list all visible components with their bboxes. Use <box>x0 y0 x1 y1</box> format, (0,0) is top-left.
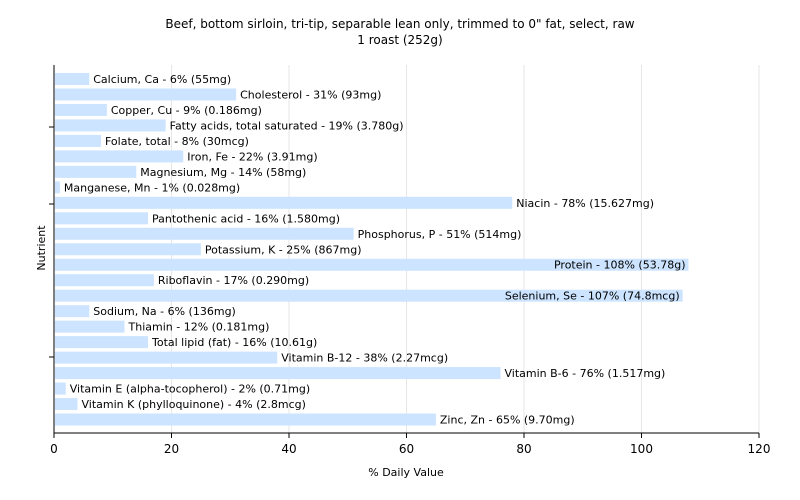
bar <box>55 103 107 116</box>
x-tick-label: 20 <box>164 442 179 456</box>
bar <box>55 196 513 209</box>
bar-label: Sodium, Na - 6% (136mg) <box>93 305 236 318</box>
y-axis-title: Nutrient <box>35 225 48 271</box>
bar-label: Zinc, Zn - 65% (9.70mg) <box>440 414 575 427</box>
bar-label: Cholesterol - 31% (93mg) <box>240 88 381 101</box>
bar <box>55 212 148 225</box>
bar-label: Folate, total - 8% (30mcg) <box>105 135 249 148</box>
chart-subtitle: 1 roast (252g) <box>357 33 443 47</box>
bar-label: Phosphorus, P - 51% (514mg) <box>358 228 522 241</box>
bar <box>55 336 148 349</box>
bar <box>55 88 237 101</box>
bar-label: Vitamin E (alpha-tocopherol) - 2% (0.71m… <box>70 383 310 396</box>
bar-label: Calcium, Ca - 6% (55mg) <box>93 73 231 86</box>
x-tick-label: 100 <box>630 442 653 456</box>
chart-title-main: Beef, bottom sirloin, tri-tip, separable… <box>165 17 635 31</box>
bar <box>55 165 137 178</box>
bar-label: Selenium, Se - 107% (74.8mcg) <box>505 290 680 303</box>
bar <box>55 181 60 194</box>
x-tick-label: 120 <box>748 442 771 456</box>
bar <box>55 413 436 426</box>
bar-label: Manganese, Mn - 1% (0.028mg) <box>64 181 240 194</box>
bar <box>55 351 278 364</box>
bar-label: Niacin - 78% (15.627mg) <box>516 197 654 210</box>
bar-label: Copper, Cu - 9% (0.186mg) <box>111 104 262 117</box>
bar <box>55 227 354 240</box>
bar-label: Fatty acids, total saturated - 19% (3.78… <box>170 119 404 132</box>
bar-label: Total lipid (fat) - 16% (10.61g) <box>151 336 317 349</box>
bar <box>55 398 78 411</box>
bar-label: Potassium, K - 25% (867mg) <box>205 243 362 256</box>
bar <box>55 382 66 395</box>
x-tick-label: 80 <box>516 442 531 456</box>
x-tick-label: 60 <box>399 442 414 456</box>
bar <box>55 289 683 302</box>
bar <box>55 119 166 132</box>
bar-label: Pantothenic acid - 16% (1.580mg) <box>152 212 340 225</box>
axes: 0 20 40 60 80 100 120 <box>49 65 770 456</box>
bar-label: Protein - 108% (53.78g) <box>554 259 686 272</box>
bar-label: Iron, Fe - 22% (3.91mg) <box>187 150 317 163</box>
chart-title: Beef, bottom sirloin, tri-tip, separable… <box>0 16 800 48</box>
bar-label: Magnesium, Mg - 14% (58mg) <box>140 166 306 179</box>
x-tick-label: 0 <box>50 442 58 456</box>
bar <box>55 73 90 85</box>
bar <box>55 134 101 147</box>
bar-label: Riboflavin - 17% (0.290mg) <box>158 274 309 287</box>
x-tick-label: 40 <box>281 442 296 456</box>
bar-label: Vitamin K (phylloquinone) - 4% (2.8mcg) <box>82 398 306 411</box>
bar <box>55 243 201 256</box>
bar <box>55 258 689 271</box>
bars: Calcium, Ca - 6% (55mg) Cholesterol - 31%… <box>55 73 689 427</box>
bar <box>55 305 90 318</box>
x-axis-title: % Daily Value <box>368 466 444 479</box>
bar-label: Vitamin B-12 - 38% (2.27mcg) <box>281 352 448 365</box>
bar <box>55 274 154 287</box>
bar <box>55 367 501 380</box>
bar-label: Thiamin - 12% (0.181mg) <box>128 321 270 334</box>
bar <box>55 320 125 333</box>
bar-label: Vitamin B-6 - 76% (1.517mg) <box>505 367 666 380</box>
bar <box>55 150 184 163</box>
